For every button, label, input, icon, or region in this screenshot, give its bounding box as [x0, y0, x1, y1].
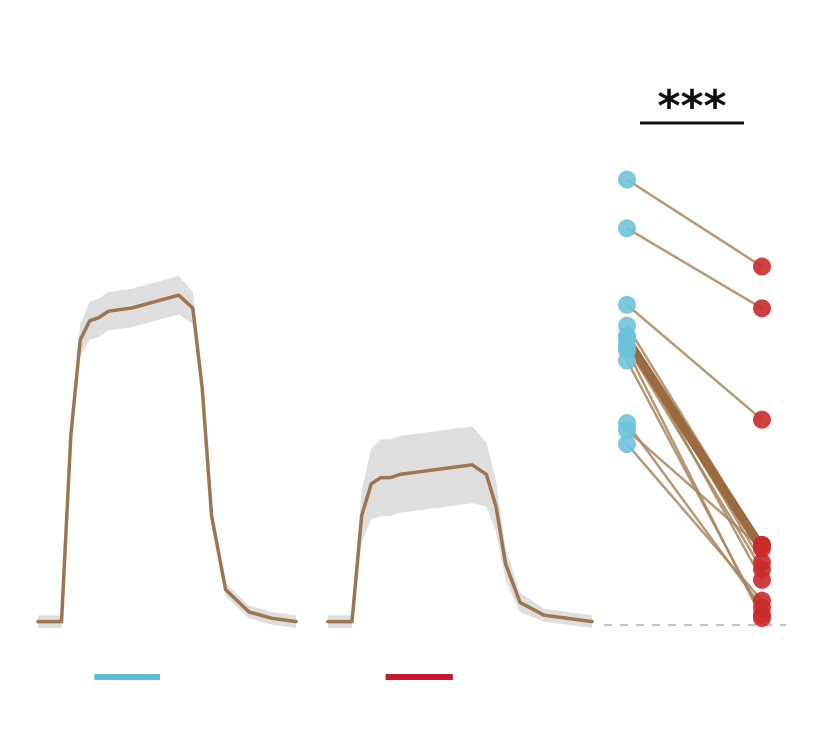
blue-point	[618, 351, 636, 370]
red-point	[753, 560, 771, 579]
blue-point	[618, 170, 636, 189]
pair-line	[626, 443, 763, 602]
pair-line	[625, 345, 764, 570]
paired-panel: ***	[604, 81, 786, 628]
pair-line	[626, 429, 763, 550]
red-point	[753, 299, 771, 318]
pair-line	[626, 178, 763, 268]
blue-point	[618, 219, 636, 238]
trace-panel-left	[36, 276, 298, 680]
pair-line	[626, 303, 763, 421]
red-point	[753, 539, 771, 558]
red-point	[753, 410, 771, 429]
pair-line	[626, 227, 763, 310]
pair-line	[625, 359, 764, 616]
sem-band	[38, 276, 296, 628]
significance-label: ***	[657, 81, 726, 132]
mean-trace	[36, 293, 298, 624]
pair-line	[625, 422, 764, 609]
blue-point	[618, 295, 636, 314]
red-point	[753, 591, 771, 610]
sem-band	[328, 426, 592, 628]
blue-point	[618, 435, 636, 454]
mean-trace	[326, 463, 594, 624]
red-point	[753, 257, 771, 276]
mean-pair-line	[623, 337, 766, 551]
trace-panel-right	[326, 426, 594, 680]
blue-point	[618, 421, 636, 440]
